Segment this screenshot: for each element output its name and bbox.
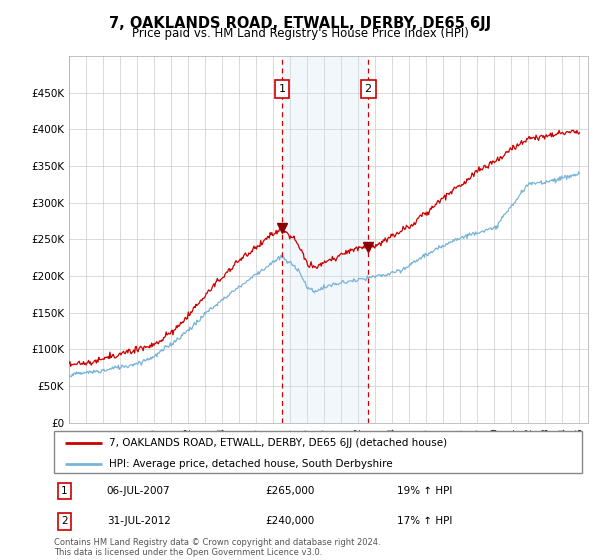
- Text: HPI: Average price, detached house, South Derbyshire: HPI: Average price, detached house, Sout…: [109, 459, 393, 469]
- Bar: [282, 56, 368, 423]
- Text: 7, OAKLANDS ROAD, ETWALL, DERBY, DE65 6JJ: 7, OAKLANDS ROAD, ETWALL, DERBY, DE65 6J…: [109, 16, 491, 31]
- Text: 2: 2: [365, 84, 372, 94]
- Text: 19% ↑ HPI: 19% ↑ HPI: [397, 486, 452, 496]
- Text: Contains HM Land Registry data © Crown copyright and database right 2024.
This d: Contains HM Land Registry data © Crown c…: [54, 538, 380, 557]
- Text: 7, OAKLANDS ROAD, ETWALL, DERBY, DE65 6JJ (detached house): 7, OAKLANDS ROAD, ETWALL, DERBY, DE65 6J…: [109, 438, 448, 448]
- Text: Price paid vs. HM Land Registry's House Price Index (HPI): Price paid vs. HM Land Registry's House …: [131, 27, 469, 40]
- Text: £265,000: £265,000: [265, 486, 314, 496]
- Text: 31-JUL-2012: 31-JUL-2012: [107, 516, 170, 526]
- Text: £240,000: £240,000: [265, 516, 314, 526]
- Text: 1: 1: [278, 84, 286, 94]
- Text: 2: 2: [61, 516, 68, 526]
- Text: 06-JUL-2007: 06-JUL-2007: [107, 486, 170, 496]
- Text: 1: 1: [61, 486, 68, 496]
- Text: 17% ↑ HPI: 17% ↑ HPI: [397, 516, 452, 526]
